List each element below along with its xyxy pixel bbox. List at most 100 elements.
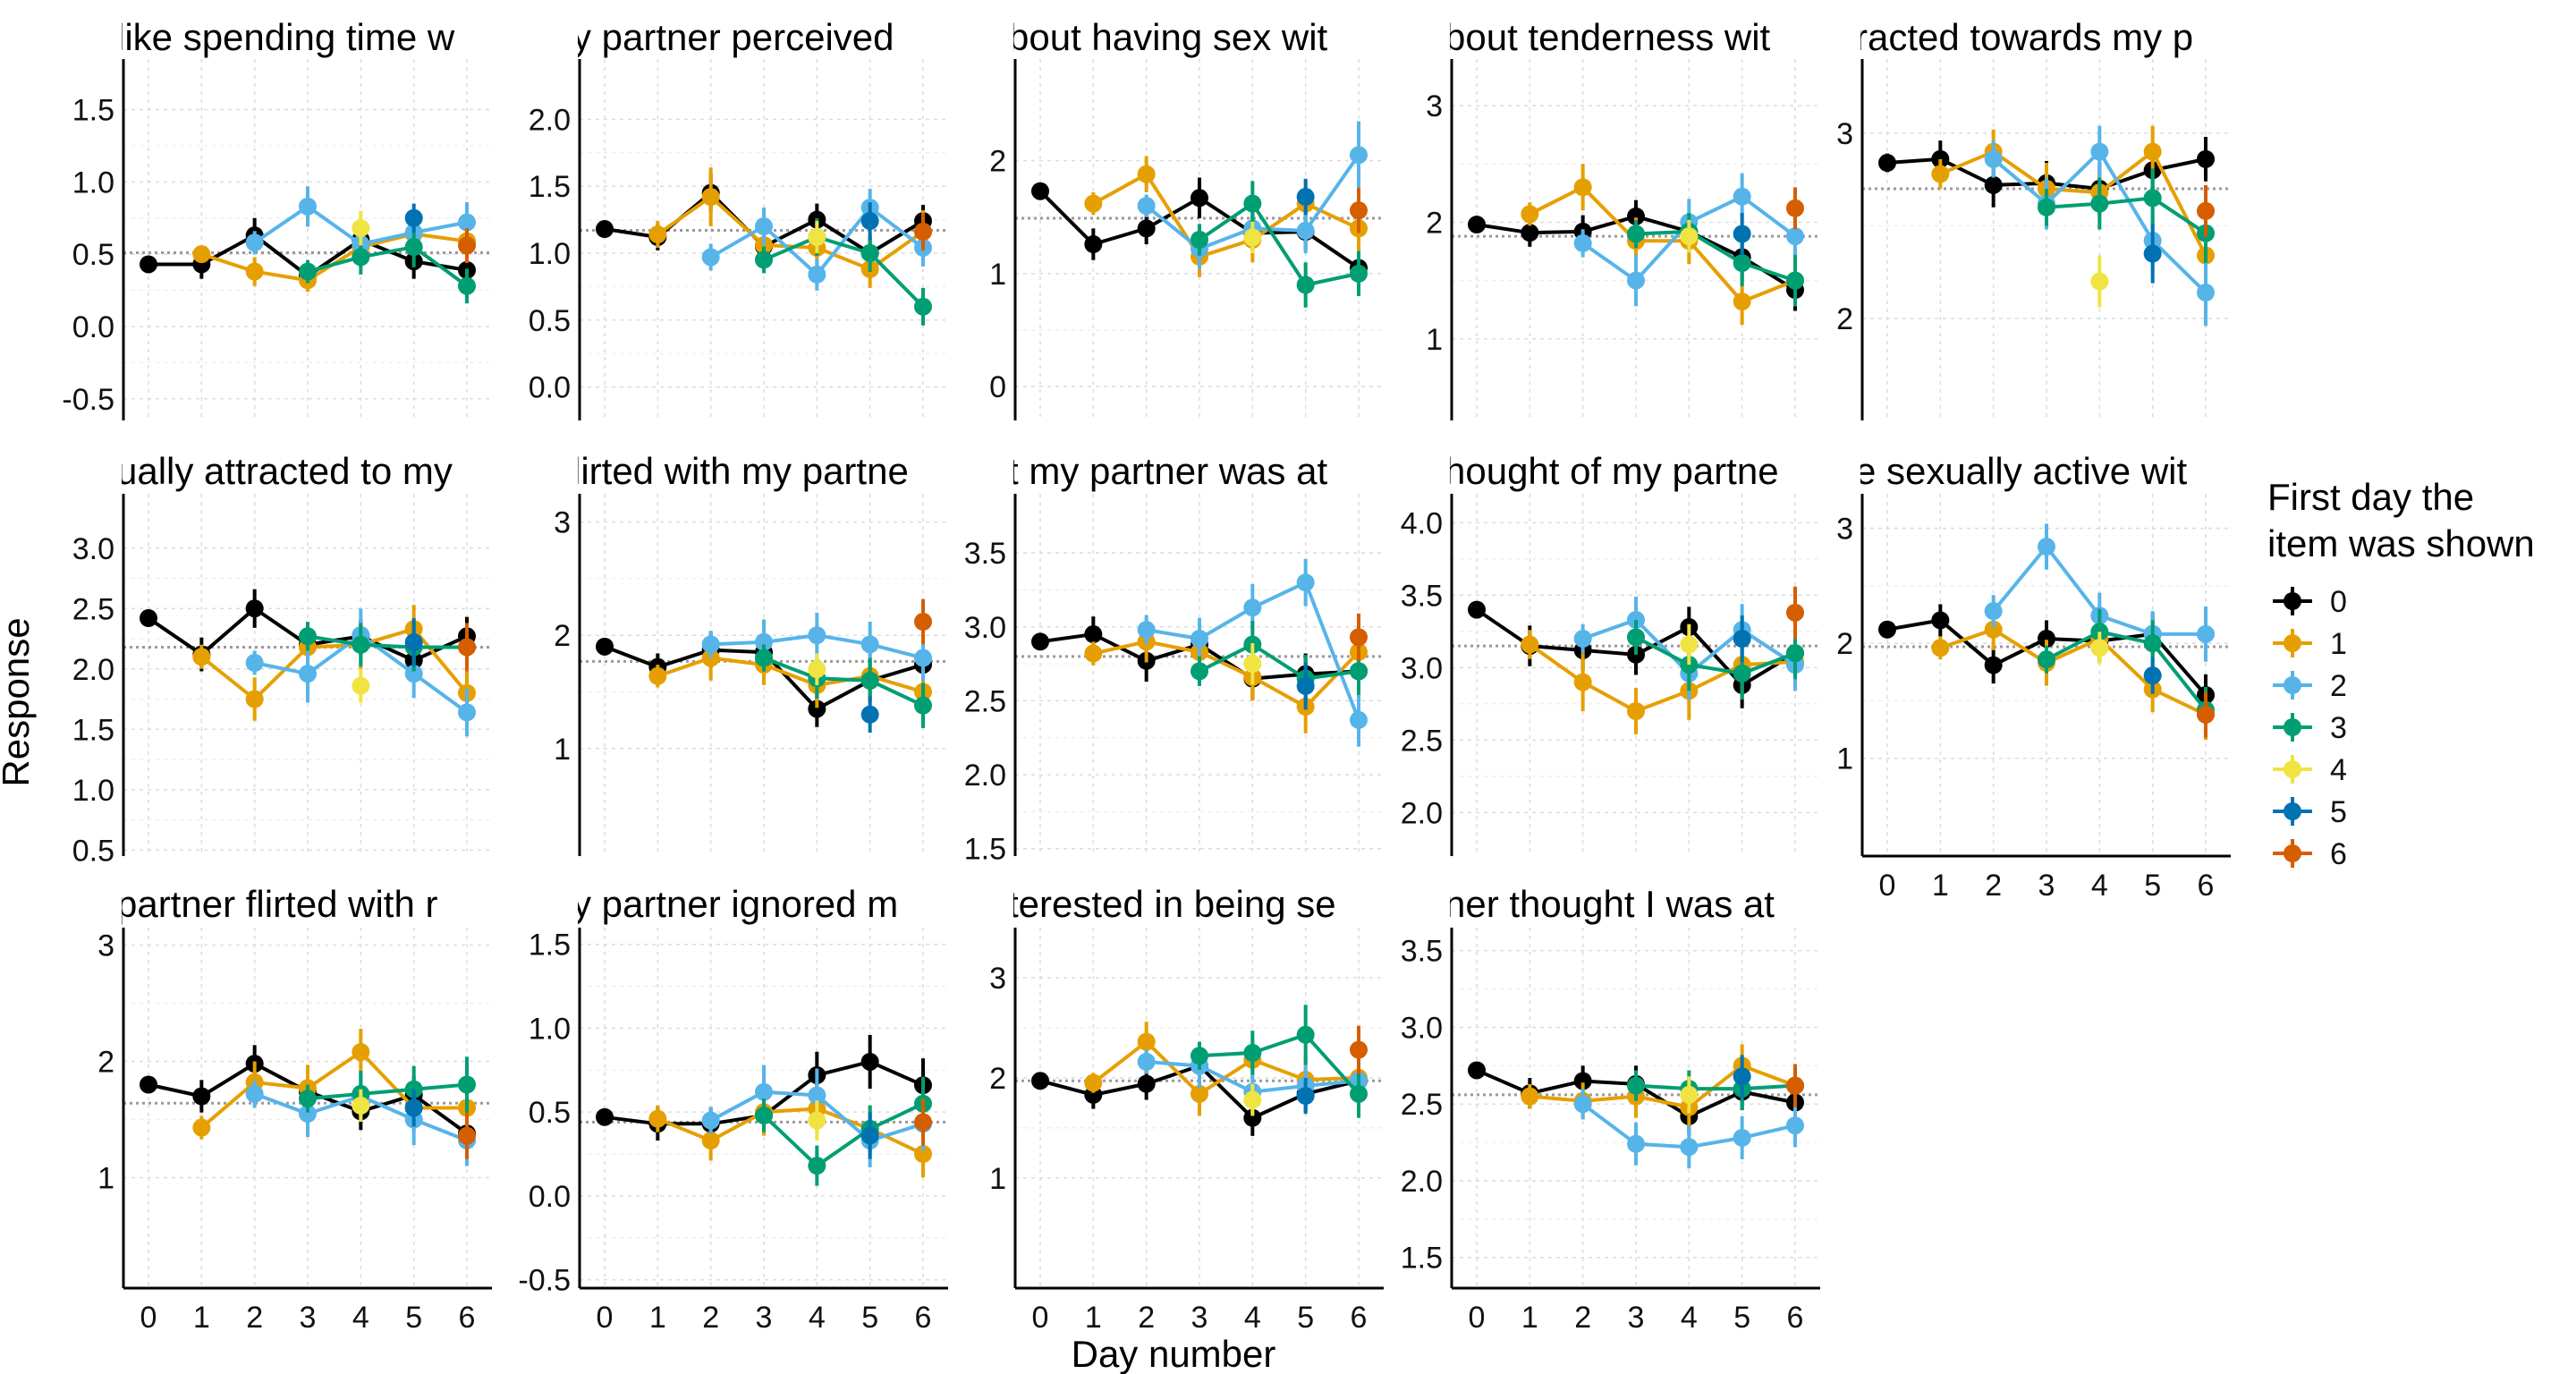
data-point	[808, 265, 826, 284]
data-point	[1878, 154, 1896, 173]
series-line	[1092, 172, 1360, 259]
series-4	[352, 1089, 370, 1123]
legend-label: 5	[2330, 795, 2347, 829]
y-axis-title: Response	[0, 617, 37, 786]
data-point	[1680, 227, 1699, 246]
y-tick-label: 4.0	[1401, 506, 1443, 540]
series-6	[1786, 187, 1804, 230]
series-1	[648, 1085, 932, 1178]
y-tick-label: 2	[989, 145, 1006, 179]
y-tick-label: 1.5	[72, 713, 114, 747]
data-point	[1786, 199, 1804, 217]
data-point	[1191, 662, 1208, 681]
data-point	[914, 1145, 932, 1164]
data-point	[1350, 710, 1368, 729]
data-point	[914, 223, 932, 242]
gridlines	[580, 494, 948, 856]
data-point	[808, 626, 826, 645]
data-point	[808, 700, 826, 718]
legend-item-0: 0	[2273, 585, 2347, 619]
legend-key-point	[2284, 760, 2301, 778]
data-point	[1084, 625, 1103, 644]
panel-title: hought of my partne	[1445, 450, 1779, 492]
panel-3: bout having sex wit 0 1 2	[989, 16, 1384, 420]
data-point	[1573, 630, 1592, 648]
data-point	[352, 219, 370, 238]
y-tick-label: 2.5	[1401, 724, 1443, 758]
series-1	[192, 605, 476, 721]
data-point	[1137, 197, 1156, 216]
data-point	[1680, 1138, 1699, 1157]
data-point	[1627, 628, 1645, 647]
data-point	[299, 1105, 317, 1123]
series-4	[1243, 642, 1262, 685]
series-line	[657, 1107, 924, 1156]
x-tick-label: 2	[1574, 1301, 1591, 1335]
y-tick-label: 1.5	[72, 94, 114, 128]
legend-title: First day the	[2267, 476, 2474, 518]
data-point	[1137, 219, 1156, 238]
legend-item-2: 2	[2273, 669, 2347, 703]
data-point	[808, 660, 826, 679]
y-tick-label: 3	[1426, 89, 1443, 123]
series-6	[458, 228, 476, 263]
x-axis-title: Day number	[1072, 1333, 1276, 1374]
legend-key-point	[2284, 634, 2301, 652]
panel-7: lirted with my partne 1 2 3	[554, 450, 948, 856]
series-6	[458, 623, 476, 672]
data-point	[1350, 201, 1368, 220]
data-point	[1296, 276, 1315, 294]
y-tick-label: 2	[554, 619, 571, 653]
series-6	[1350, 1025, 1368, 1074]
data-point	[1084, 194, 1103, 213]
panel-1: like spending time w -0.5 0.0 0.5 1.0 1.5	[62, 16, 492, 420]
data-point	[2143, 142, 2162, 161]
data-point	[352, 635, 370, 654]
y-tick-label: 1.5	[1401, 1242, 1443, 1276]
panel-title: bout tenderness wit	[1445, 16, 1771, 58]
data-point	[596, 220, 614, 239]
data-point	[1468, 600, 1486, 619]
series-line	[1198, 200, 1360, 287]
data-point	[1573, 1095, 1592, 1114]
y-tick-label: 1	[989, 258, 1006, 292]
panel-title: like spending time w	[116, 16, 455, 58]
legend-item-5: 5	[2273, 795, 2347, 829]
data-point	[808, 1086, 826, 1105]
series-4	[1680, 623, 1699, 666]
panel-2: y partner perceived 0.0 0.5 1.0 1.5 2.0	[529, 16, 948, 420]
data-point	[1786, 603, 1804, 622]
y-tick-label: 0.0	[529, 371, 571, 405]
data-point	[1984, 656, 2003, 674]
data-point	[404, 1098, 423, 1117]
series-line	[1635, 229, 1796, 283]
series-1	[1084, 1022, 1368, 1116]
data-point	[2038, 650, 2055, 669]
data-point	[458, 1075, 476, 1094]
data-point	[1084, 644, 1103, 663]
data-point	[140, 609, 157, 628]
data-point	[755, 632, 773, 651]
data-point	[2143, 634, 2162, 653]
legend-key-point	[2284, 592, 2301, 610]
x-tick-label: 3	[1628, 1301, 1645, 1335]
x-tick-label: 6	[2198, 869, 2215, 903]
series-5	[2143, 224, 2162, 284]
data-point	[1243, 194, 1262, 213]
x-tick-label: 3	[756, 1301, 773, 1335]
data-point	[1137, 1074, 1156, 1093]
series-4	[352, 210, 370, 246]
data-point	[1627, 1076, 1645, 1095]
legend-item-1: 1	[2273, 627, 2347, 661]
data-point	[2038, 630, 2055, 648]
data-point	[352, 676, 370, 695]
data-point	[1786, 644, 1804, 663]
x-tick-label: 6	[459, 1301, 476, 1335]
data-point	[1733, 187, 1751, 206]
y-tick-label: 0.5	[529, 304, 571, 338]
data-point	[755, 250, 773, 269]
data-point	[1931, 639, 1950, 657]
legend-label: 0	[2330, 585, 2347, 619]
data-point	[245, 262, 264, 281]
data-point	[404, 633, 423, 652]
